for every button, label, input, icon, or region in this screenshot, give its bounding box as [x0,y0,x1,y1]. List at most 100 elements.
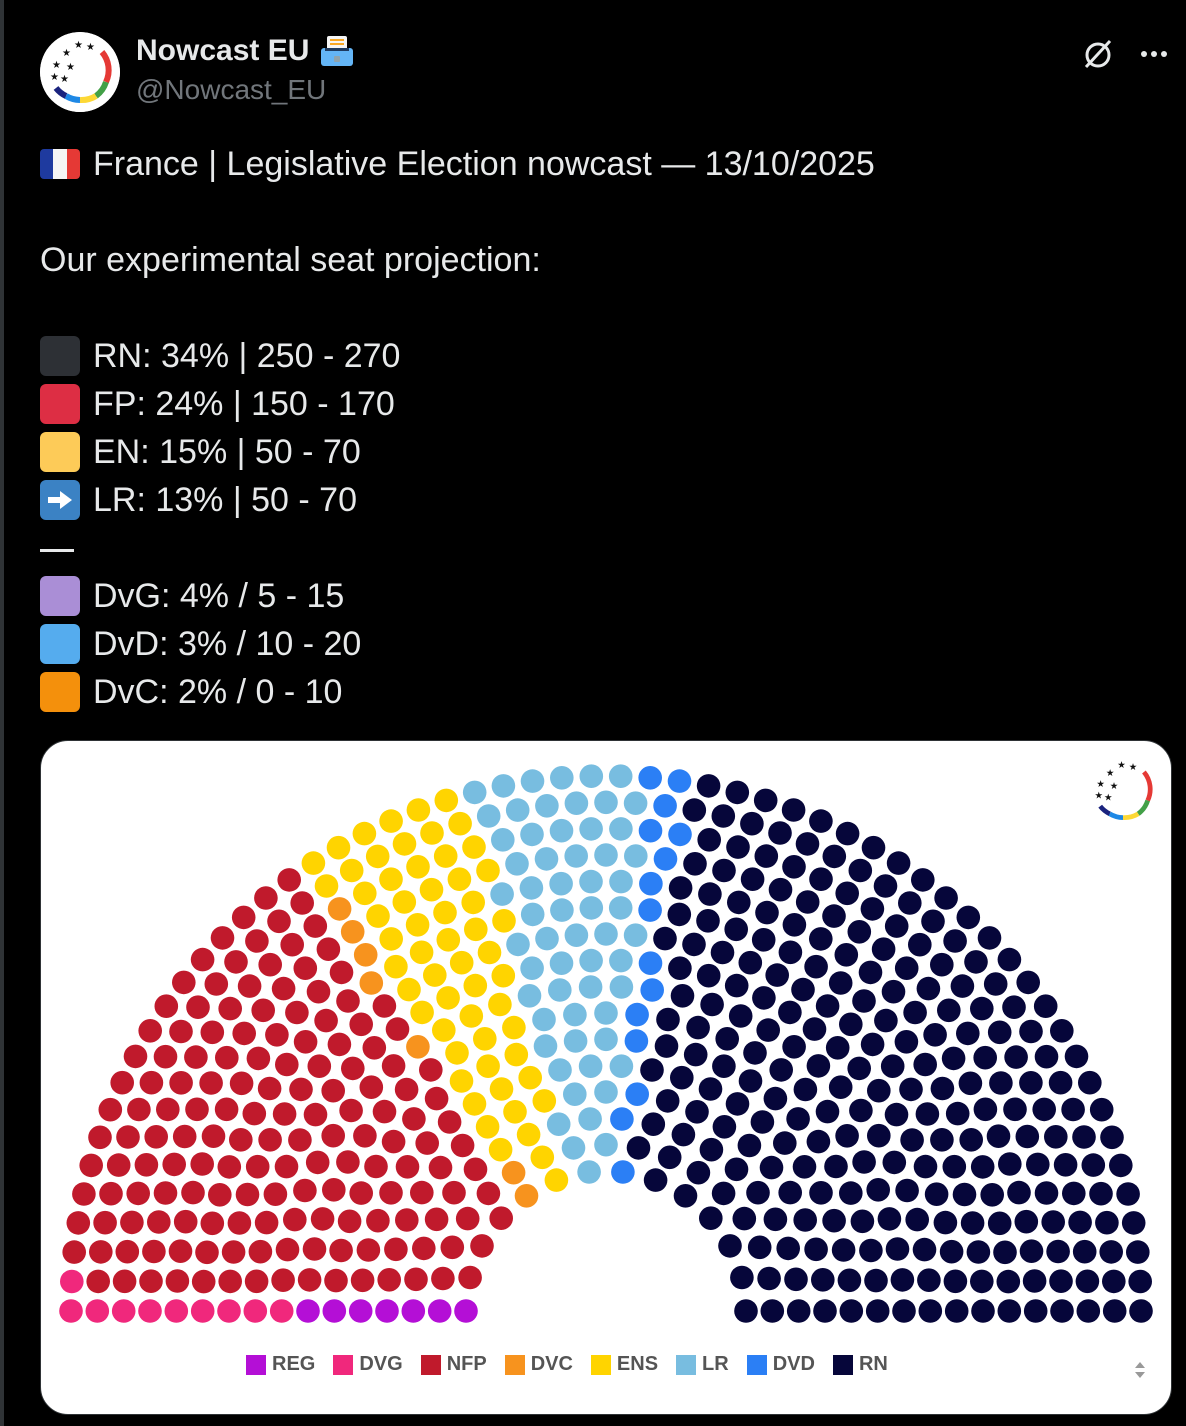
seat-dot-rn [861,835,886,860]
seat-dot-rn [809,1181,833,1205]
media-card[interactable]: ★ ★ ★ ★ ★ ★ ★ REG DVG NFP DVC [40,740,1172,1415]
seat-dot-dvg [138,1299,162,1323]
seat-dot-nfp [248,1239,273,1264]
seat-dot-rn [670,1065,694,1090]
seat-dot-nfp [72,1182,96,1206]
seat-dot-nfp [350,1268,375,1293]
timeline-border [0,0,4,1426]
seat-dot-nfp [204,972,229,996]
seat-dot-nfp [208,1183,232,1207]
seat-dot-rn [993,1240,1017,1265]
seat-dot-ens [301,851,326,875]
seat-dot-nfp [79,1153,103,1178]
legend-label: DVD [772,1353,815,1375]
seat-dot-rn [956,905,981,930]
seat-dot-rn [668,956,692,980]
seat-dot-rn [921,909,945,934]
more-options-icon[interactable] [1136,36,1172,72]
seat-dot-nfp [280,932,304,957]
svg-text:★: ★ [50,72,59,83]
handle[interactable]: @Nowcast_EU [136,74,327,105]
seat-dot-rn [781,798,806,822]
seat-dot-rn [1129,1299,1153,1323]
seat-dot-rn [867,1078,891,1103]
seat-dot-rn [1078,1070,1102,1095]
seat-dot-ens [433,900,457,925]
seat-dot-rn [835,1124,859,1148]
seat-dot-ens [544,1168,569,1192]
seat-dot-rn [1050,1299,1074,1323]
seat-dot-dvc [327,897,352,921]
seat-dot-rn [884,914,909,938]
seat-dot-rn [697,828,721,852]
seat-dot-ens [423,963,447,987]
seat-dot-rn [903,1000,927,1025]
seat-dot-rn [685,1100,709,1124]
seat-dot-rn [1034,1181,1059,1205]
seat-dot-rn [727,890,751,915]
seat-dot-rn [913,1154,938,1179]
seat-dot-rn [791,977,815,1002]
seat-dot-rn [930,952,954,977]
svg-text:★: ★ [52,60,61,71]
seat-dot-nfp [440,1235,465,1260]
seat-dot-lr [564,844,588,868]
seat-dot-rn [1081,1153,1106,1177]
seat-dot-reg [375,1299,399,1323]
nowcast-logo-icon: ★ ★ ★ ★ ★ ★ ★ [40,32,120,112]
seat-dot-rn [1004,1045,1028,1069]
seat-dot-nfp [316,937,341,961]
seat-dot-rn [641,1112,666,1136]
seat-dot-rn [683,852,707,876]
seat-dot-ens [405,913,430,937]
seat-dot-nfp [99,1181,123,1206]
seat-dot-ens [463,973,488,998]
seat-dot-rn [712,858,736,883]
seat-dot-rn [768,821,792,845]
seat-dot-lr [623,923,648,947]
seat-dot-rn [837,1268,862,1293]
seat-dot-rn [1072,1125,1096,1149]
grok-icon[interactable] [1080,36,1116,72]
seat-dot-nfp [244,1269,269,1294]
legend-item: DVG [333,1353,403,1376]
seat-dot-nfp [142,1239,166,1264]
seat-dot-dvd [638,818,663,843]
party-row-dvc: DvC: 2% / 0 - 10 [40,668,1140,716]
seat-dot-rn [1032,1097,1056,1122]
seat-dot-nfp [410,1180,434,1205]
seat-dot-nfp [169,1071,193,1095]
seat-dot-rn [1061,1097,1085,1122]
seat-dot-nfp [277,868,301,892]
seat-dot-rn [1023,1299,1048,1323]
seat-dot-nfp [310,1207,335,1231]
seat-dot-lr [624,844,648,868]
seat-dot-nfp [221,1240,246,1264]
svg-text:★: ★ [1110,781,1119,792]
seat-dot-rn [811,1268,835,1292]
seat-dot-reg [401,1299,426,1323]
seat-dot-nfp [134,1153,159,1177]
seat-dot-ens [365,844,390,869]
seat-dot-dvd [638,898,662,922]
seat-dot-rn [997,1299,1022,1323]
seat-dot-rn [753,788,778,813]
seat-dot-rn [809,927,833,951]
seat-dot-rn [1064,1044,1089,1069]
seat-dot-rn [725,780,750,805]
seat-dot-rn [682,932,706,957]
seat-dot-nfp [288,1128,312,1152]
party-row-rn: RN: 34% | 250 - 270 [40,332,1140,380]
seat-dot-lr [534,847,559,871]
seat-dot-rn [831,1238,856,1262]
seat-dot-dvc [514,1184,539,1208]
seat-dot-lr [520,822,544,847]
avatar[interactable]: ★ ★ ★ ★ ★ ★ ★ [40,32,120,112]
seat-dot-nfp [144,1125,168,1149]
seat-dot-nfp [349,1012,374,1037]
seat-dot-rn [860,897,885,921]
seat-dot-rn [724,917,748,942]
display-name[interactable]: Nowcast EU [136,34,310,67]
seat-dot-rn [865,1299,890,1323]
seat-dot-nfp [307,1054,332,1078]
